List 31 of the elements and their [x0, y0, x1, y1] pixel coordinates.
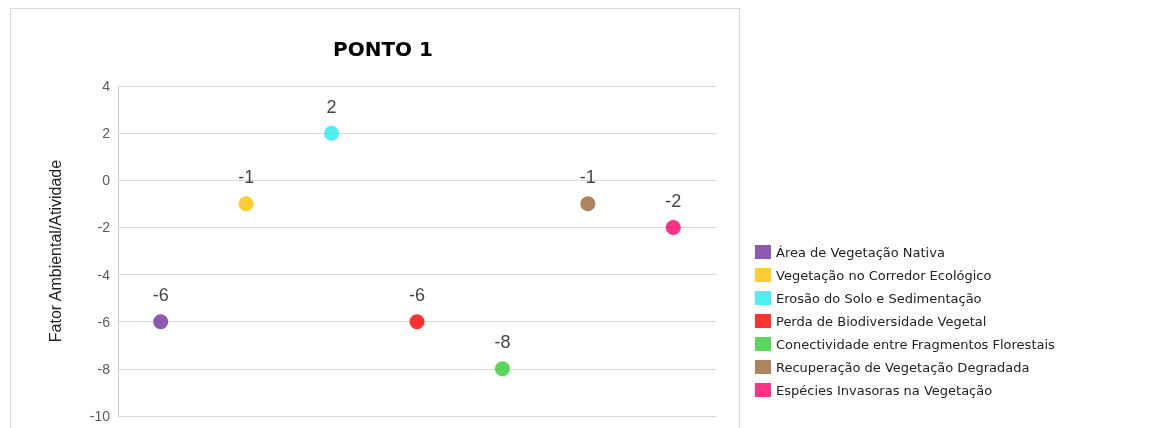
data-label: -8 [494, 332, 511, 353]
point [238, 196, 254, 212]
y-tick-label: -4 [97, 266, 111, 283]
legend-label: Perda de Biodiversidade Vegetal [776, 313, 987, 329]
data-label: -1 [579, 167, 596, 188]
data-label: -6 [408, 285, 426, 306]
legend-label: Recuperação de Vegetação Degradada [776, 359, 1030, 375]
point [494, 361, 510, 377]
point [153, 314, 169, 330]
legend-label: Conectividade entre Fragmentos Florestais [776, 336, 1056, 352]
y-tick-label: -6 [97, 313, 111, 330]
point [580, 196, 596, 212]
y-tick-label: -2 [97, 219, 111, 236]
y-tick-label: 0 [102, 172, 111, 189]
point [324, 125, 340, 141]
data-label: -6 [152, 285, 169, 306]
y-axis-title: Fator Ambiental/Atividade [46, 159, 64, 343]
y-tick-label: 4 [102, 78, 111, 94]
y-tick-label: -10 [89, 408, 111, 424]
chart-title: PONTO 1 [333, 37, 433, 61]
data-label: 2 [326, 96, 337, 117]
data-label: -1 [238, 167, 255, 188]
legend-label: Vegetação no Corredor Ecológico [776, 267, 992, 283]
point [409, 314, 425, 330]
legend-label: Espécies Invasoras na Vegetação [776, 382, 993, 398]
legend-label: Área de Vegetação Nativa [776, 244, 945, 260]
y-tick-label: 2 [102, 125, 111, 142]
y-tick-label: -8 [97, 360, 111, 377]
point [665, 219, 681, 235]
legend-label: Erosão do Solo e Sedimentação [776, 290, 982, 306]
data-label: -2 [665, 190, 682, 211]
